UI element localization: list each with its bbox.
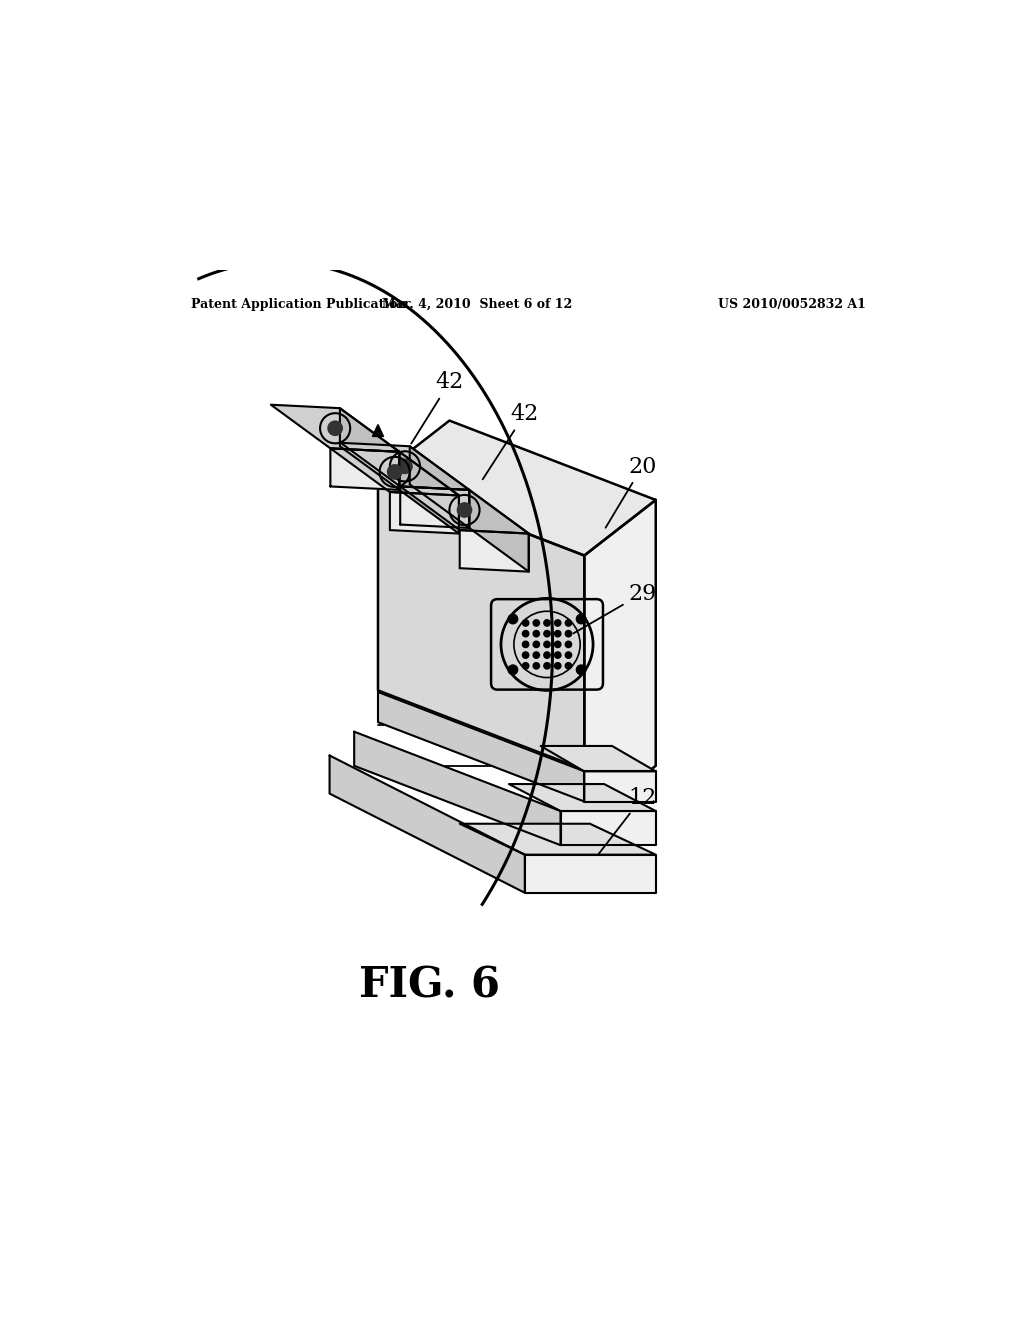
Polygon shape	[585, 771, 655, 801]
Circle shape	[522, 620, 528, 626]
Circle shape	[534, 620, 540, 626]
Polygon shape	[340, 408, 399, 490]
Polygon shape	[524, 854, 655, 892]
Text: FIG. 6: FIG. 6	[359, 965, 500, 1006]
Polygon shape	[331, 449, 459, 495]
Circle shape	[544, 631, 550, 636]
Circle shape	[555, 642, 561, 648]
Text: 42: 42	[482, 403, 539, 479]
Text: US 2010/0052832 A1: US 2010/0052832 A1	[718, 297, 866, 310]
Text: 42: 42	[412, 371, 464, 444]
Polygon shape	[585, 500, 655, 821]
Circle shape	[397, 459, 412, 474]
Polygon shape	[560, 810, 655, 845]
Text: Patent Application Publication: Patent Application Publication	[191, 297, 407, 310]
Polygon shape	[509, 784, 655, 810]
Polygon shape	[390, 492, 459, 533]
Polygon shape	[541, 746, 655, 771]
Polygon shape	[270, 405, 399, 451]
Polygon shape	[354, 731, 560, 845]
Circle shape	[508, 665, 518, 675]
Polygon shape	[460, 824, 655, 854]
Polygon shape	[460, 531, 528, 572]
Circle shape	[508, 614, 518, 624]
Polygon shape	[400, 487, 528, 533]
Circle shape	[555, 652, 561, 659]
Polygon shape	[399, 451, 459, 533]
Circle shape	[544, 642, 550, 648]
Circle shape	[534, 663, 540, 669]
Circle shape	[522, 652, 528, 659]
Circle shape	[544, 652, 550, 659]
Circle shape	[522, 663, 528, 669]
Text: Mar. 4, 2010  Sheet 6 of 12: Mar. 4, 2010 Sheet 6 of 12	[382, 297, 572, 310]
Circle shape	[522, 642, 528, 648]
Polygon shape	[410, 446, 469, 528]
Polygon shape	[330, 755, 524, 892]
Circle shape	[534, 642, 540, 648]
Circle shape	[577, 614, 586, 624]
Circle shape	[387, 465, 401, 479]
Circle shape	[565, 642, 571, 648]
Polygon shape	[378, 692, 585, 801]
Circle shape	[458, 503, 472, 517]
Circle shape	[522, 631, 528, 636]
Polygon shape	[400, 487, 469, 528]
Text: 29: 29	[573, 582, 656, 634]
Polygon shape	[378, 477, 585, 770]
Circle shape	[565, 620, 571, 626]
Polygon shape	[373, 425, 384, 437]
Circle shape	[555, 631, 561, 636]
Polygon shape	[469, 490, 528, 572]
Polygon shape	[341, 442, 469, 490]
Polygon shape	[331, 449, 399, 490]
Circle shape	[544, 620, 550, 626]
Text: 20: 20	[605, 455, 656, 528]
Circle shape	[565, 652, 571, 659]
Polygon shape	[378, 421, 655, 556]
Circle shape	[534, 652, 540, 659]
Circle shape	[555, 620, 561, 626]
Circle shape	[565, 663, 571, 669]
Text: 12: 12	[598, 787, 656, 855]
Circle shape	[544, 663, 550, 669]
Circle shape	[565, 631, 571, 636]
Circle shape	[555, 663, 561, 669]
Circle shape	[577, 665, 586, 675]
Circle shape	[328, 421, 342, 436]
Circle shape	[534, 631, 540, 636]
